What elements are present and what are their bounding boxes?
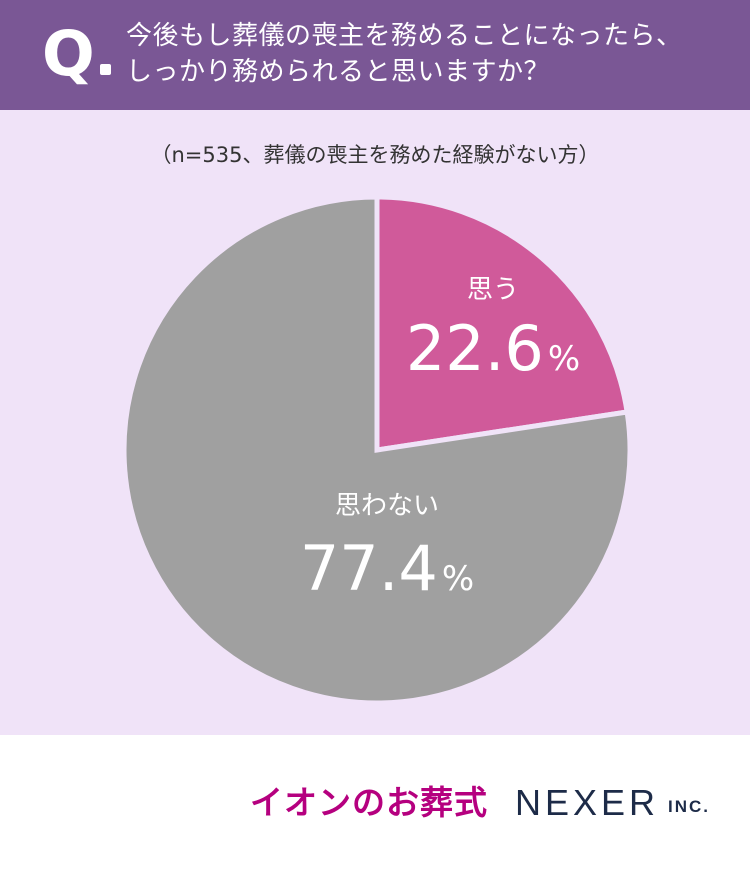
slice-label-no: 思わない bbox=[335, 491, 439, 521]
nexer-inc-text: INC. bbox=[668, 797, 710, 816]
logo-bar: イオンのお葬式 NEXER INC. bbox=[0, 775, 750, 835]
sample-note: （n=535、葬儀の喪主を務めた経験がない方） bbox=[150, 143, 600, 167]
aeon-logo: イオンのお葬式 bbox=[250, 783, 488, 822]
q-dot bbox=[100, 64, 111, 75]
q-mark: Q bbox=[42, 17, 95, 90]
nexer-logo: NEXER bbox=[515, 782, 660, 823]
question-line-1: 今後もし葬儀の喪主を務めることになったら、 bbox=[126, 21, 683, 51]
question-line-2: しっかり務められると思いますか？ bbox=[126, 57, 551, 87]
pie-slice-no bbox=[121, 194, 633, 706]
slice-value-yes: 22.6% bbox=[406, 312, 580, 385]
question-text: 今後もし葬儀の喪主を務めることになったら、 しっかり務められると思いますか？ bbox=[126, 18, 736, 90]
slice-value-no: 77.4% bbox=[300, 532, 474, 605]
slice-label-yes: 思う bbox=[467, 275, 519, 305]
pie-slice-yes bbox=[374, 194, 630, 453]
question-header: Q 今後もし葬儀の喪主を務めることになったら、 しっかり務められると思いますか？ bbox=[0, 0, 750, 110]
